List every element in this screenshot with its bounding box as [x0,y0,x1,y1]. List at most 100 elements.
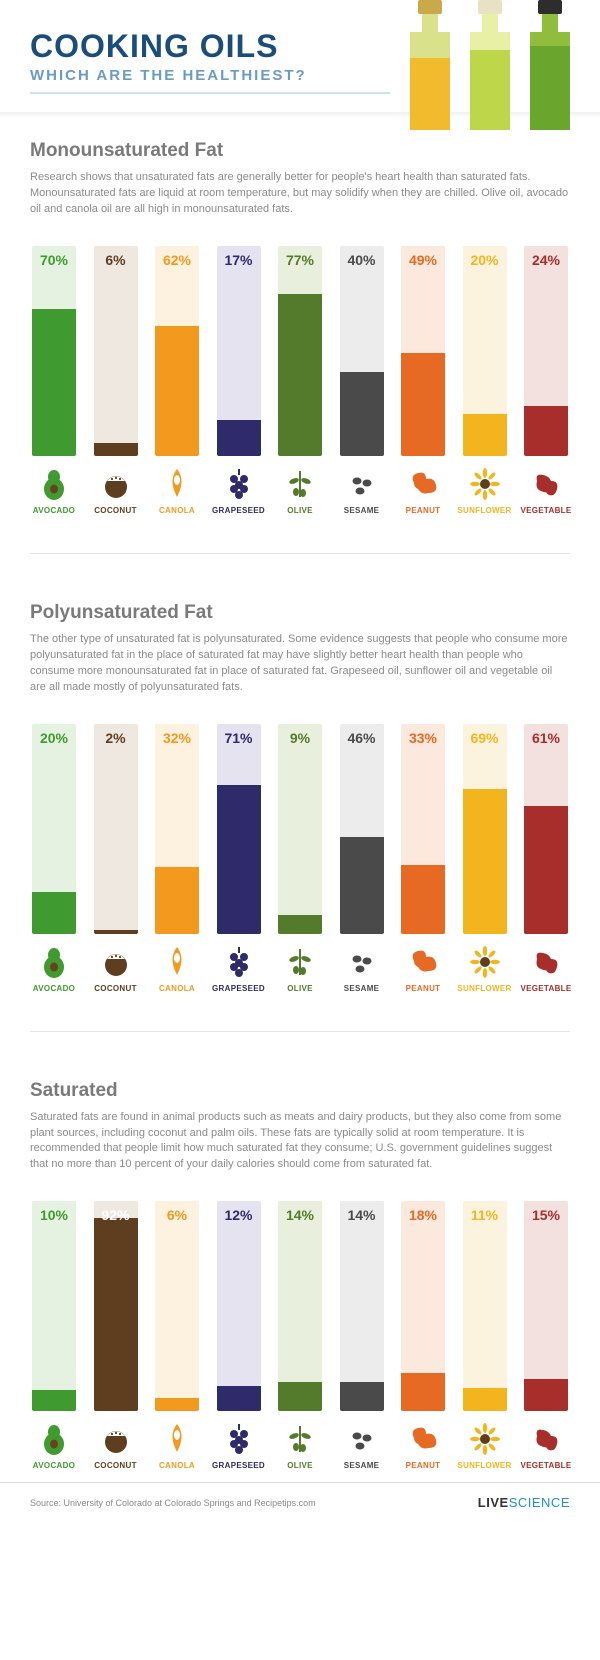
bar-label: CANOLA [159,984,195,993]
bar-fill [278,1382,322,1411]
bar-track: 10% [32,1201,76,1411]
infographic-page: COOKING OILS WHICH ARE THE HEALTHIEST? M… [0,0,600,1528]
grapeseed-icon [224,944,254,980]
bar-track: 71% [217,724,261,934]
bar-column-sunflower: 11% SUNFLOWER [457,1201,513,1470]
bar-value: 77% [278,252,322,268]
bar-label: AVOCADO [33,506,75,515]
coconut-icon [101,944,131,980]
bar-value: 24% [524,252,568,268]
bar-fill [463,414,507,456]
bar-label: AVOCADO [33,1461,75,1470]
bar-column-olive: 9% OLIVE [272,724,328,993]
bar-fill [94,1218,138,1411]
bar-column-sunflower: 20% SUNFLOWER [457,246,513,515]
olive-icon [285,944,315,980]
bar-column-grapeseed: 17% GRAPESEED [211,246,267,515]
bar-fill [155,326,199,456]
bar-value: 6% [155,1207,199,1223]
bar-track: 49% [401,246,445,456]
bar-label: GRAPESEED [212,1461,265,1470]
bar-value: 32% [155,730,199,746]
bar-column-canola: 62% CANOLA [149,246,205,515]
bar-label: PEANUT [406,984,441,993]
bar-value: 62% [155,252,199,268]
bar-track: 9% [278,724,322,934]
bar-column-vegetable: 15% VEGETABLE [518,1201,574,1470]
bar-track: 6% [94,246,138,456]
bar-track: 70% [32,246,76,456]
bar-column-grapeseed: 12% GRAPESEED [211,1201,267,1470]
bar-column-peanut: 33% PEANUT [395,724,451,993]
bar-label: OLIVE [287,506,313,515]
bar-column-avocado: 20% AVOCADO [26,724,82,993]
bar-track: 11% [463,1201,507,1411]
bar-fill [524,1379,568,1411]
olive-icon [285,1421,315,1457]
bar-label: GRAPESEED [212,984,265,993]
bar-chart: 10% AVOCADO 92% COCONUT 6% [0,1181,600,1482]
bar-column-sunflower: 69% SUNFLOWER [457,724,513,993]
bar-track: 46% [340,724,384,934]
bar-column-canola: 6% CANOLA [149,1201,205,1470]
bar-fill [524,806,568,934]
bar-value: 17% [217,252,261,268]
bar-fill [340,837,384,934]
bar-column-avocado: 70% AVOCADO [26,246,82,515]
bar-column-coconut: 2% COCONUT [88,724,144,993]
bar-track: 20% [463,246,507,456]
bar-track: 33% [401,724,445,934]
bar-value: 49% [401,252,445,268]
bar-fill [32,309,76,456]
sunflower-icon [470,466,500,502]
bar-track: 24% [524,246,568,456]
bar-label: GRAPESEED [212,506,265,515]
bar-label: SESAME [344,1461,380,1470]
sections-container: Monounsaturated Fat Research shows that … [0,118,600,1482]
bar-label: SUNFLOWER [457,1461,511,1470]
bar-track: 32% [155,724,199,934]
title-underline [30,92,390,94]
bar-column-olive: 14% OLIVE [272,1201,328,1470]
coconut-icon [101,1421,131,1457]
vegetable-icon [531,1421,561,1457]
bar-chart: 20% AVOCADO 2% COCONUT 32% [0,704,600,1005]
bar-fill [463,789,507,934]
peanut-icon [408,944,438,980]
bar-label: VEGETABLE [520,506,571,515]
header: COOKING OILS WHICH ARE THE HEALTHIEST? [0,0,600,112]
bar-track: 2% [94,724,138,934]
coconut-icon [101,466,131,502]
section-title: Saturated [30,1080,570,1102]
bar-column-peanut: 49% PEANUT [395,246,451,515]
bar-track: 6% [155,1201,199,1411]
bar-track: 77% [278,246,322,456]
bar-fill [524,406,568,456]
bar-column-olive: 77% OLIVE [272,246,328,515]
bar-label: VEGETABLE [520,1461,571,1470]
bar-label: COCONUT [94,984,137,993]
bar-value: 15% [524,1207,568,1223]
bar-track: 40% [340,246,384,456]
brand-live: LIVE [478,1495,509,1510]
bar-track: 92% [94,1201,138,1411]
sesame-icon [347,944,377,980]
bar-fill [278,294,322,456]
bar-track: 62% [155,246,199,456]
bar-fill [401,865,445,934]
bar-column-vegetable: 24% VEGETABLE [518,246,574,515]
canola-icon [162,1421,192,1457]
bar-track: 69% [463,724,507,934]
bar-fill [217,785,261,934]
section: Saturated Saturated fats are found in an… [0,1058,600,1182]
sesame-icon [347,1421,377,1457]
bar-track: 14% [278,1201,322,1411]
sunflower-icon [470,944,500,980]
bar-label: CANOLA [159,1461,195,1470]
bar-column-coconut: 92% COCONUT [88,1201,144,1470]
sesame-icon [347,466,377,502]
bar-value: 20% [463,252,507,268]
bar-column-coconut: 6% COCONUT [88,246,144,515]
bar-label: OLIVE [287,1461,313,1470]
bar-value: 12% [217,1207,261,1223]
